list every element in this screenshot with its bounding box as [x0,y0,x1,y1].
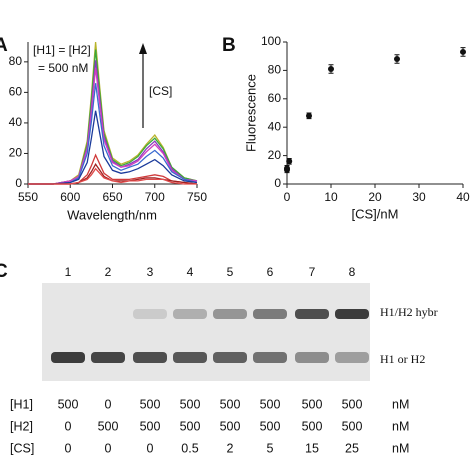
y-tick-label: 40 [268,119,282,133]
data-point [394,56,400,63]
y-tick-label: 80 [9,54,23,68]
table-cell: 500 [302,419,323,433]
data-point [306,112,312,119]
table-cell: 500 [260,419,281,433]
band [295,309,329,319]
y-axis-label: Fluorescence [243,74,258,152]
table-cell: 0 [65,441,72,455]
table-cell: 500 [260,397,281,411]
table-cell: 500 [342,397,363,411]
arrow-head [139,43,147,54]
table-cell: 500 [180,419,201,433]
gel-image [42,283,370,381]
x-tick-label: 750 [187,190,207,204]
spectrum-line [28,83,198,185]
table-cell: [CS] [10,441,34,455]
x-tick-label: 550 [18,190,38,204]
y-tick-label: 100 [261,34,281,48]
annotation: [CS] [149,84,172,98]
table-cell: 0 [105,441,112,455]
spectrum-line [28,110,198,185]
x-tick-label: 40 [456,190,470,204]
y-tick-label: 20 [9,146,23,160]
y-tick-label: 60 [268,91,282,105]
table-cell: 2 [227,441,234,455]
band [295,352,329,363]
x-axis-label: Wavelength/nm [67,207,157,222]
table-cell: 500 [220,397,241,411]
panel-letter: A [0,35,8,56]
table-cell: nM [392,441,409,455]
band [133,309,167,319]
band [213,352,247,363]
lane-number: 5 [227,265,234,279]
band [253,309,287,319]
y-tick-label: 0 [15,176,22,190]
band [253,352,287,363]
x-axis-label: [CS]/nM [352,206,399,221]
table-cell: 15 [305,441,319,455]
band [335,352,369,363]
y-tick-label: 0 [274,176,281,190]
table-cell: 500 [140,397,161,411]
axes [286,42,463,185]
lane-number: 4 [187,265,194,279]
lane-number: 8 [349,265,356,279]
y-tick-label: 40 [9,115,23,129]
table-cell: 25 [345,441,359,455]
x-tick-label: 600 [60,190,80,204]
y-tick-label: 80 [268,63,282,77]
x-tick-label: 10 [324,190,338,204]
table-cell: 500 [140,419,161,433]
table-cell: 0.5 [181,441,198,455]
table-cell: 0 [147,441,154,455]
band [335,309,369,319]
x-tick-label: 700 [145,190,165,204]
x-tick-label: 20 [368,190,382,204]
band [213,309,247,319]
table-cell: nM [392,397,409,411]
table-cell: 5 [267,441,274,455]
band-label: H1 or H2 [380,352,425,366]
table-cell: [H2] [10,419,33,433]
panel-letter: C [0,261,8,282]
lane-number: 2 [105,265,112,279]
band [51,352,85,363]
table-cell: 500 [180,397,201,411]
table-cell: 500 [98,419,119,433]
table-cell: 0 [105,397,112,411]
data-point [286,158,293,165]
annotation: [H1] = [H2] [33,43,91,57]
x-tick-label: 650 [102,190,122,204]
table-cell: 500 [302,397,323,411]
band [91,352,125,363]
table-cell: nM [392,419,409,433]
band [133,352,167,363]
table-cell: 500 [342,419,363,433]
band [173,352,207,363]
data-point [460,48,466,55]
band-label: H1/H2 hybr [380,305,438,319]
y-tick-label: 60 [9,85,23,99]
y-tick-label: 20 [268,148,282,162]
panel-letter: B [222,35,236,56]
x-tick-label: 0 [284,190,291,204]
lane-number: 1 [65,265,72,279]
data-point [284,165,290,172]
lane-number: 7 [309,265,316,279]
data-point [328,65,334,72]
annotation: = 500 nM [38,61,88,75]
table-cell: 500 [58,397,79,411]
lane-number: 3 [147,265,154,279]
table-cell: 0 [65,419,72,433]
x-tick-label: 30 [412,190,426,204]
spectrum-line [28,167,197,185]
table-cell: [H1] [10,397,33,411]
band [173,309,207,319]
table-cell: 500 [220,419,241,433]
lane-number: 6 [267,265,274,279]
